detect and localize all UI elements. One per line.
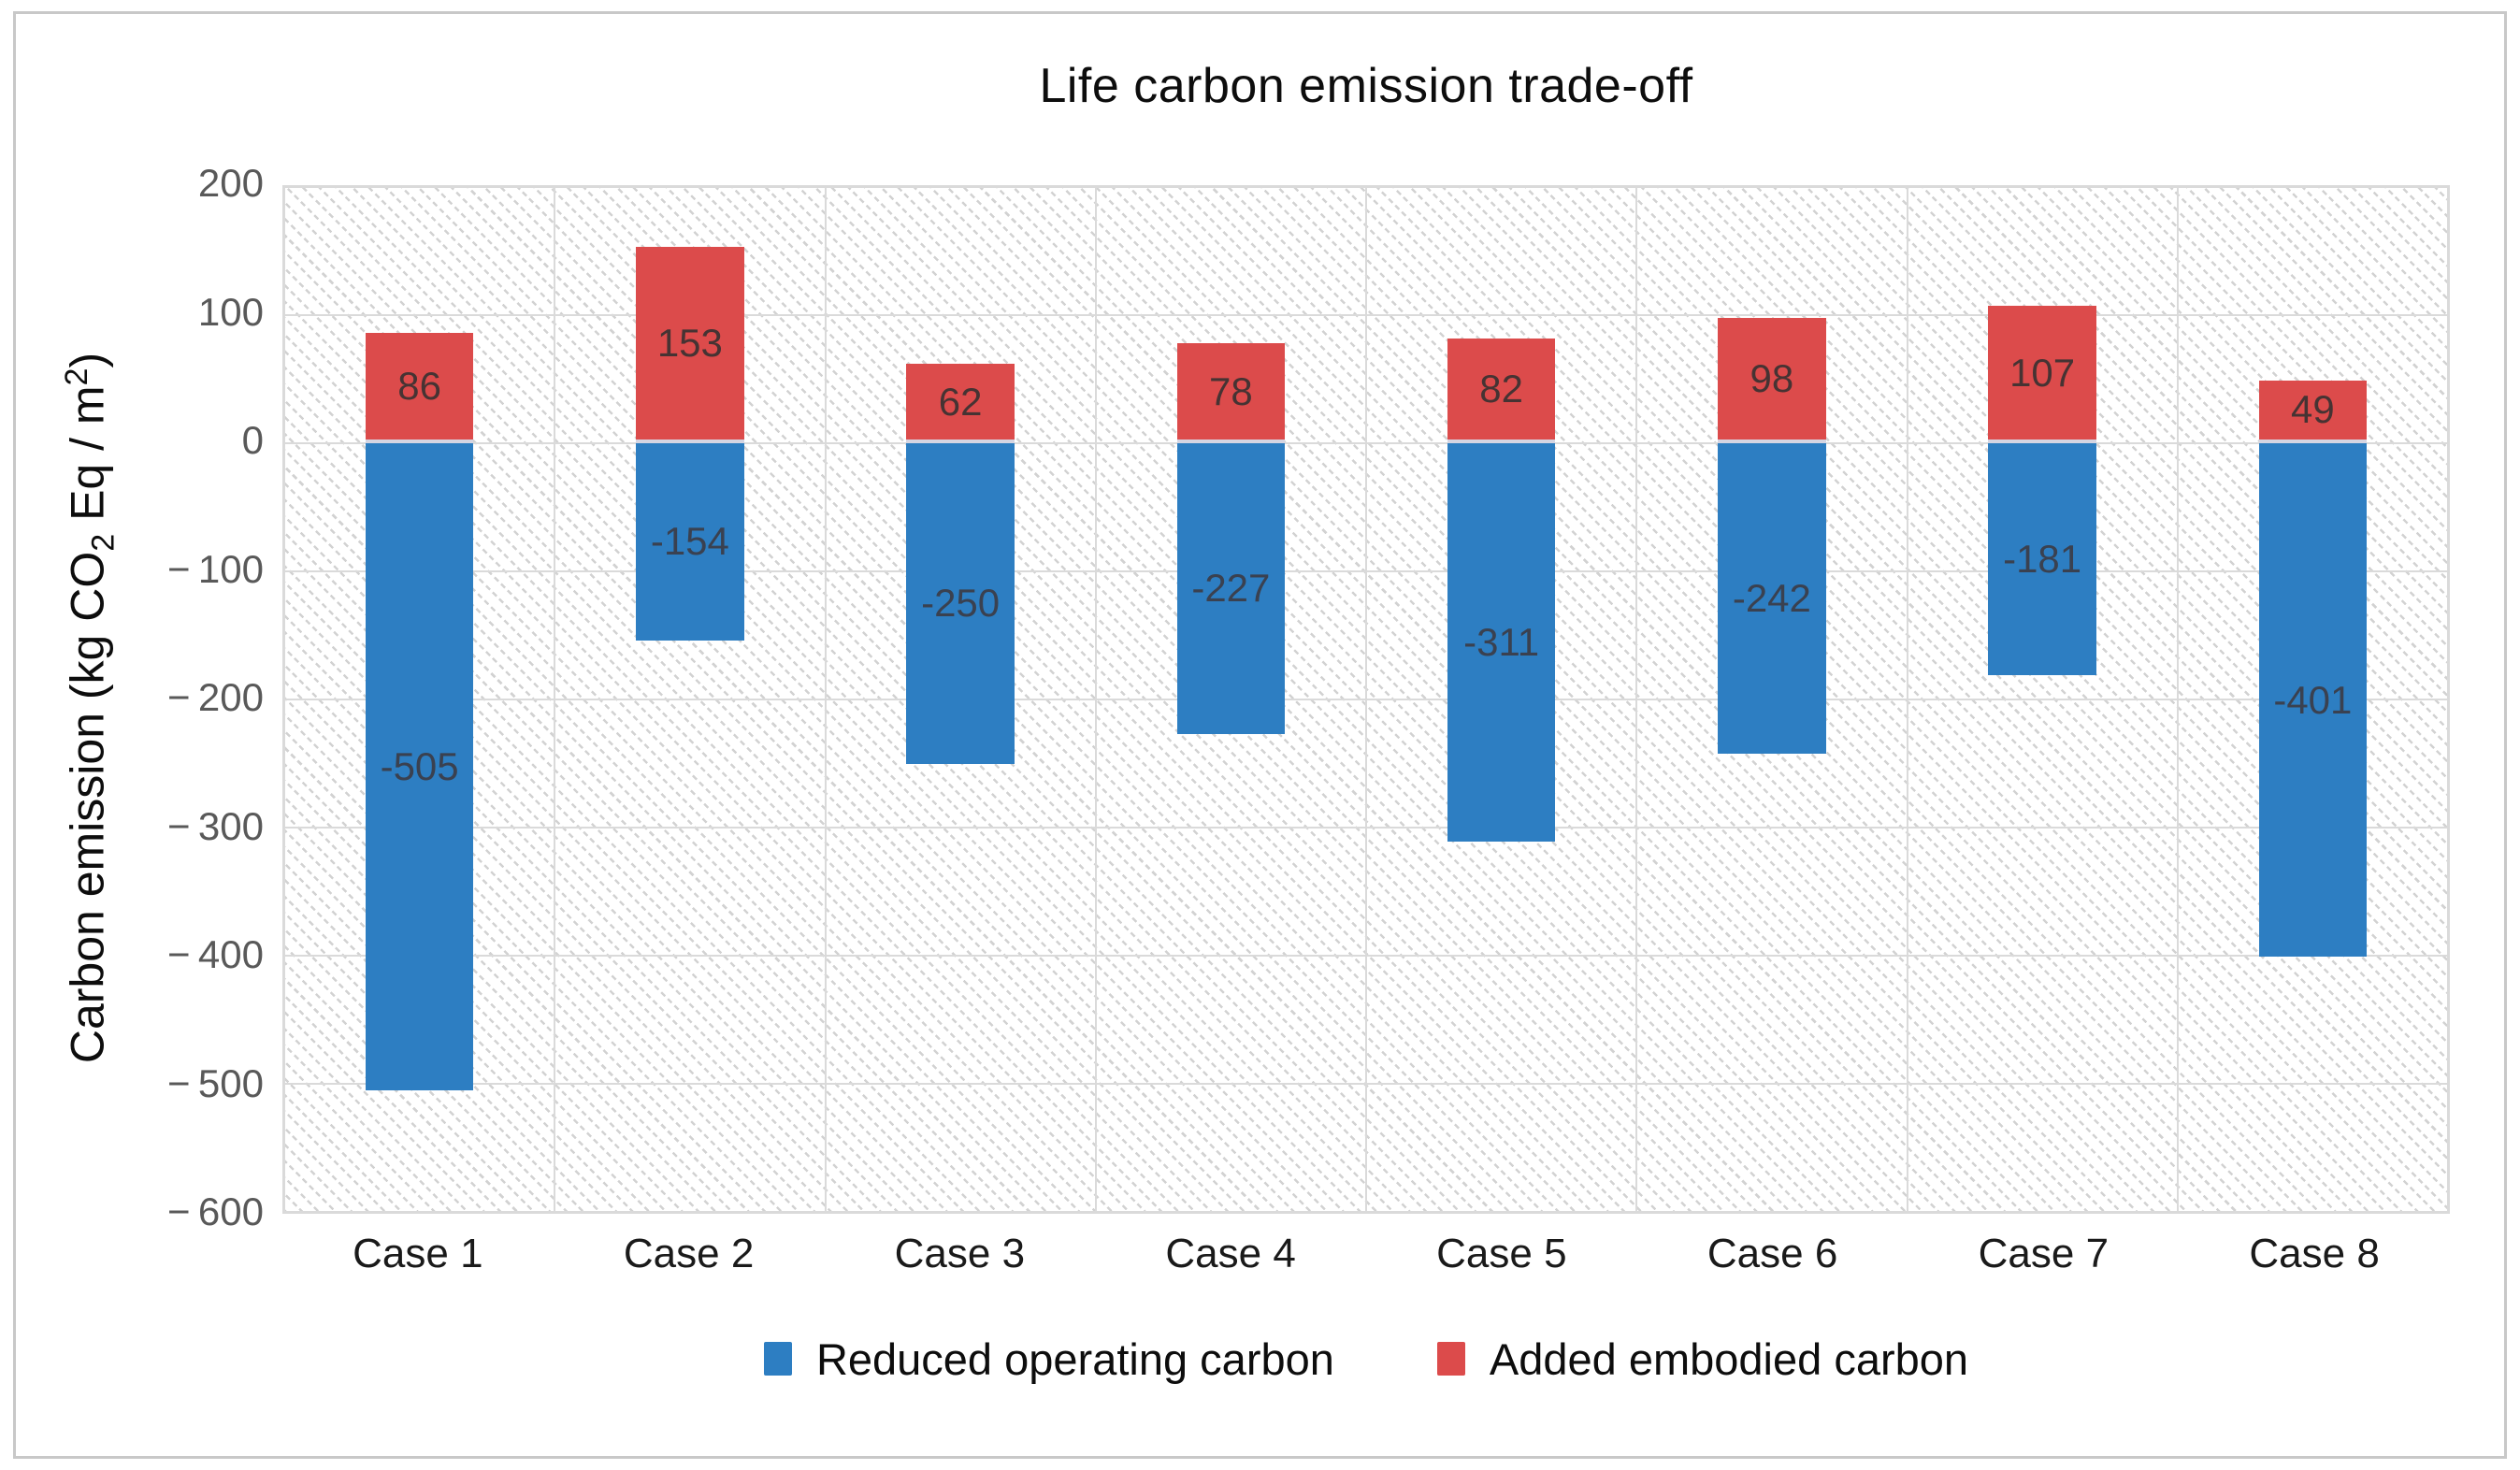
- bar-value-label: 98: [1750, 355, 1794, 400]
- bar-value-label: -227: [1191, 566, 1271, 611]
- legend-label: Added embodied carbon: [1489, 1333, 1969, 1384]
- category-cell-2: 153 -154: [554, 187, 825, 1212]
- y-axis-title-suffix: ): [61, 352, 114, 368]
- bar-value-label: 86: [397, 364, 441, 409]
- bar-value-label: -154: [650, 519, 729, 564]
- bar-value-label: 107: [2009, 350, 2076, 395]
- bar-added-embodied-1: 86: [365, 333, 474, 443]
- x-category-label-6: Case 6: [1706, 1231, 1838, 1276]
- category-cell-8: 49 -401: [2178, 187, 2448, 1212]
- bar-value-label: -505: [380, 743, 459, 788]
- bar-value-label: 49: [2291, 387, 2335, 432]
- category-cell-4: 78 -227: [1096, 187, 1366, 1212]
- category-cell-6: 98 -242: [1636, 187, 1907, 1212]
- gridline-vertical: [824, 187, 827, 1212]
- bar-added-embodied-2: 153: [636, 247, 744, 443]
- gridline-vertical: [1635, 187, 1638, 1212]
- bar-added-embodied-7: 107: [1988, 306, 2096, 443]
- y-tick-label: − 300: [166, 803, 264, 848]
- y-tick-label: − 400: [166, 932, 264, 976]
- legend: Reduced operating carbon Added embodied …: [282, 1317, 2450, 1401]
- x-category-label-7: Case 7: [1978, 1231, 2110, 1276]
- y-axis-title-superscript: 2: [59, 368, 94, 386]
- bar-added-embodied-3: 62: [906, 364, 1015, 443]
- legend-label: Reduced operating carbon: [815, 1333, 1334, 1384]
- category-cell-3: 62 -250: [826, 187, 1096, 1212]
- bar-added-embodied-8: 49: [2258, 380, 2368, 443]
- legend-swatch-blue-icon: [763, 1342, 792, 1376]
- gridline-vertical: [1365, 187, 1367, 1212]
- legend-item-reduced-operating-carbon: Reduced operating carbon: [763, 1333, 1334, 1385]
- gridline-vertical: [554, 187, 556, 1212]
- chart-title: Life carbon emission trade-off: [1039, 59, 1693, 113]
- bar-reduced-operating-5: -311: [1447, 443, 1556, 843]
- bar-reduced-operating-2: -154: [636, 443, 744, 641]
- bar-value-label: -242: [1732, 575, 1811, 620]
- legend-swatch-red-icon: [1436, 1342, 1465, 1376]
- y-tick-label: − 200: [166, 675, 264, 719]
- bar-reduced-operating-6: -242: [1718, 443, 1826, 754]
- legend-item-added-embodied-carbon: Added embodied carbon: [1436, 1333, 1969, 1385]
- bar-reduced-operating-8: -401: [2258, 443, 2368, 958]
- gridline-vertical: [1094, 187, 1097, 1212]
- category-cell-5: 82 -311: [1366, 187, 1636, 1212]
- bar-added-embodied-4: 78: [1176, 343, 1286, 443]
- x-category-label-8: Case 8: [2249, 1231, 2380, 1276]
- gridline-horizontal: [284, 1211, 2448, 1213]
- x-category-label-4: Case 4: [1165, 1231, 1296, 1276]
- x-category-label-3: Case 3: [894, 1231, 1026, 1276]
- y-tick-label: 100: [197, 289, 264, 334]
- bar-value-label: -250: [921, 581, 1001, 626]
- bar-reduced-operating-1: -505: [365, 443, 474, 1090]
- category-cell-7: 107 -181: [1908, 187, 2178, 1212]
- bar-reduced-operating-4: -227: [1176, 443, 1286, 734]
- x-category-label-1: Case 1: [353, 1231, 483, 1276]
- bar-value-label: -181: [2003, 536, 2082, 581]
- y-tick-label: − 100: [166, 546, 264, 591]
- bar-value-label: 78: [1209, 368, 1253, 413]
- bar-reduced-operating-7: -181: [1988, 443, 2096, 675]
- bar-value-label: -401: [2273, 677, 2353, 722]
- y-tick-label: 200: [197, 161, 264, 205]
- bar-value-label: -311: [1463, 620, 1540, 665]
- bar-reduced-operating-3: -250: [906, 443, 1015, 764]
- bar-value-label: 62: [938, 379, 983, 424]
- category-cell-1: 86 -505: [284, 187, 554, 1212]
- plot-area: 86 -505 153 -154 62 -250 78 -227 82 -311 98 -242 107…: [282, 185, 2450, 1214]
- y-tick-label: − 600: [166, 1189, 264, 1233]
- x-category-label-2: Case 2: [623, 1231, 755, 1276]
- x-category-label-5: Case 5: [1436, 1231, 1567, 1276]
- gridline-vertical: [2176, 187, 2179, 1212]
- gridline-vertical: [1906, 187, 1908, 1212]
- bar-added-embodied-5: 82: [1447, 338, 1556, 443]
- bar-value-label: 153: [656, 321, 723, 366]
- bar-value-label: 82: [1479, 366, 1523, 411]
- gridline-vertical: [283, 187, 285, 1212]
- y-tick-label: − 500: [166, 1060, 264, 1105]
- y-tick-label: 0: [241, 418, 264, 462]
- bar-added-embodied-6: 98: [1718, 317, 1826, 443]
- gridline-vertical: [2447, 187, 2449, 1212]
